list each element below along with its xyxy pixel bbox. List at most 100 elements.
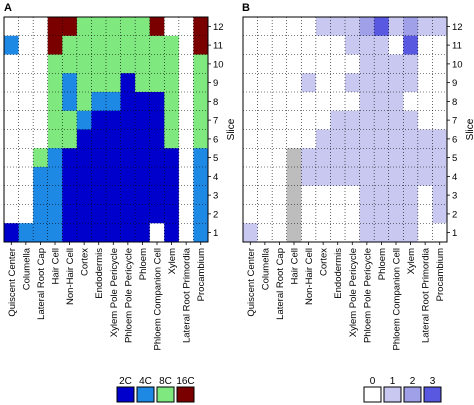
- heatmap-cell: [257, 17, 273, 37]
- heatmap-cell: [432, 167, 448, 187]
- heatmap-cell: [272, 17, 288, 37]
- heatmap-cell: [4, 185, 19, 205]
- heatmap-cell: [388, 54, 404, 74]
- y-tick-label: 12: [452, 22, 463, 33]
- heatmap-cell: [417, 35, 433, 55]
- heatmap-cell: [257, 185, 273, 205]
- heatmap-cell: [4, 148, 19, 168]
- x-tick-label: Endodermis: [333, 248, 344, 299]
- x-tick-label: Hair Cell: [51, 248, 62, 284]
- heatmap-cell: [178, 223, 194, 243]
- heatmap-cell: [301, 167, 317, 187]
- heatmap-cell: [164, 17, 180, 37]
- heatmap-cell: [286, 110, 302, 130]
- y-tick-label: 9: [213, 78, 218, 89]
- heatmap-cell: [62, 185, 78, 205]
- heatmap-cell: [359, 167, 375, 187]
- heatmap-cell: [432, 54, 448, 74]
- heatmap-cell: [301, 129, 317, 149]
- heatmap-cell: [135, 54, 151, 74]
- heatmap-cell: [4, 223, 19, 243]
- heatmap-cell: [359, 73, 375, 93]
- heatmap-cell: [330, 148, 346, 168]
- x-tick-label: Procambium: [196, 248, 207, 301]
- y-tick-label: 4: [213, 172, 218, 183]
- panel-label-a: A: [4, 2, 12, 14]
- heatmap-cell: [47, 167, 63, 187]
- x-tick-label: Cortex: [319, 248, 330, 276]
- heatmap-cell: [33, 54, 49, 74]
- heatmap-cell: [62, 35, 78, 55]
- heatmap-cell: [417, 17, 433, 37]
- heatmap-cell: [178, 92, 194, 112]
- heatmap-cell: [403, 148, 419, 168]
- heatmap-cell: [91, 129, 107, 149]
- heatmap-cell: [164, 129, 180, 149]
- heatmap-cell: [432, 17, 448, 37]
- heatmap-cell: [120, 54, 136, 74]
- heatmap-cell: [120, 35, 136, 55]
- heatmap-cell: [47, 35, 63, 55]
- heatmap-cell: [178, 17, 194, 37]
- x-tick-label: Columella: [21, 247, 32, 290]
- heatmap-cell: [403, 204, 419, 224]
- heatmap-cell: [286, 129, 302, 149]
- heatmap-cell: [286, 35, 302, 55]
- legend-swatch: [383, 386, 402, 403]
- heatmap-cell: [388, 148, 404, 168]
- x-tick-label: Quiscent Center: [246, 248, 257, 317]
- heatmap-cell: [18, 17, 34, 37]
- heatmap-cell: [47, 129, 63, 149]
- heatmap-cell: [301, 110, 317, 130]
- heatmap-cell: [33, 223, 49, 243]
- heatmap-cell: [243, 148, 258, 168]
- heatmap-cell: [62, 110, 78, 130]
- legend-swatch: [363, 386, 382, 403]
- heatmap-cell: [18, 167, 34, 187]
- heatmap-cell: [359, 17, 375, 37]
- heatmap-cell: [193, 73, 209, 93]
- heatmap-cell: [272, 223, 288, 243]
- heatmap-cell: [272, 73, 288, 93]
- heatmap-cell: [47, 185, 63, 205]
- heatmap-cell: [91, 185, 107, 205]
- heatmap-cell: [374, 185, 390, 205]
- heatmap-cell: [4, 110, 19, 130]
- heatmap-cell: [388, 110, 404, 130]
- heatmap-cell: [4, 204, 19, 224]
- heatmap-cell: [330, 167, 346, 187]
- heatmap-cell: [359, 35, 375, 55]
- heatmap-cell: [149, 185, 165, 205]
- heatmap-cell: [47, 223, 63, 243]
- plot-frame: [3, 16, 209, 243]
- heatmap-cell: [257, 129, 273, 149]
- heatmap-cell: [403, 35, 419, 55]
- heatmap-cell: [106, 54, 121, 74]
- heatmap-cell: [388, 73, 404, 93]
- heatmap-cell: [62, 167, 78, 187]
- heatmap-cell: [120, 17, 136, 37]
- heatmap-cell: [106, 92, 121, 112]
- legend-label: 16C: [176, 376, 194, 387]
- heatmap-cell: [33, 92, 49, 112]
- heatmap-cell: [193, 92, 209, 112]
- y-tick-label: 10: [452, 59, 463, 70]
- y-tick-label: 6: [452, 134, 457, 145]
- heatmap-cell: [164, 167, 180, 187]
- heatmap-cell: [135, 110, 151, 130]
- heatmap-cell: [374, 204, 390, 224]
- heatmap-cell: [272, 110, 288, 130]
- heatmap-cell: [301, 204, 317, 224]
- heatmap-cell: [359, 223, 375, 243]
- x-tick-label: Endodermis: [94, 248, 105, 299]
- heatmap-cell: [33, 73, 49, 93]
- x-tick-label: Phloem Pole Pericycle: [123, 248, 134, 343]
- heatmap-cell: [243, 185, 258, 205]
- heatmap-cell: [120, 167, 136, 187]
- heatmap-cell: [164, 35, 180, 55]
- y-tick-label: 11: [213, 41, 223, 52]
- heatmap-cell: [106, 185, 121, 205]
- heatmap-cell: [403, 92, 419, 112]
- heatmap-cell: [330, 204, 346, 224]
